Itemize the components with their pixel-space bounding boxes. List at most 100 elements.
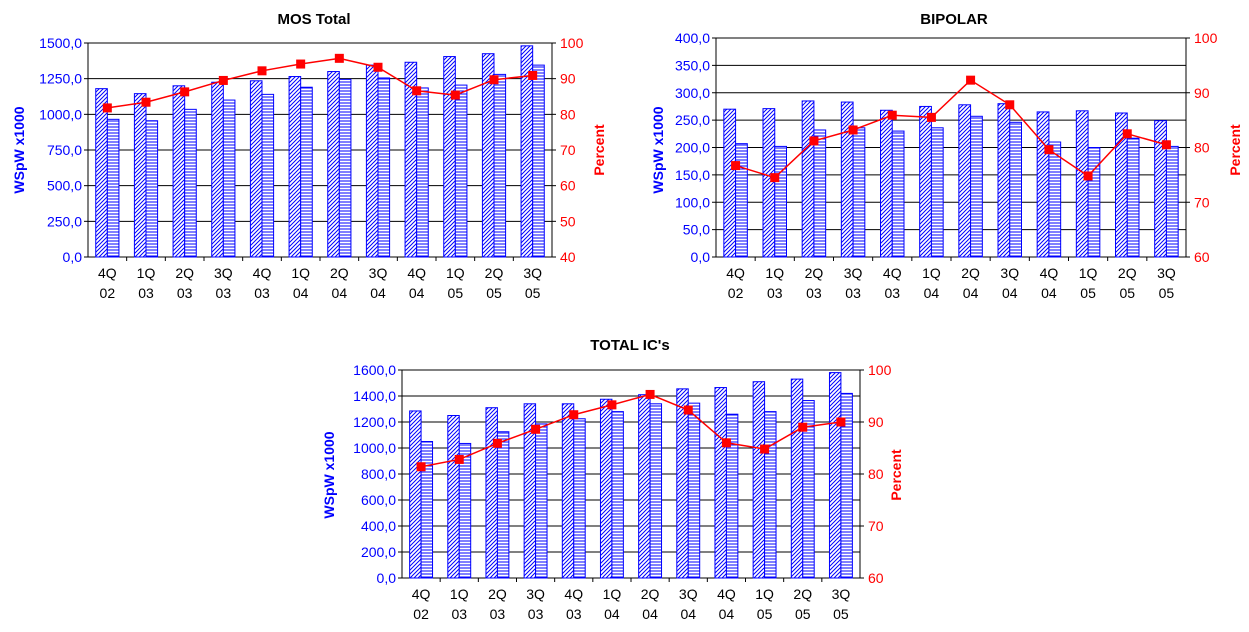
line-point (412, 86, 422, 96)
line-point (102, 103, 112, 113)
line-point (770, 173, 780, 183)
y-tick-label: 300,0 (675, 85, 710, 101)
x-tick-label: 05 (525, 285, 541, 301)
x-tick-label: 4Q (253, 265, 272, 281)
line-point (569, 410, 579, 420)
line-series-percent (107, 57, 533, 109)
x-tick-label: 2Q (485, 265, 504, 281)
y2-tick-label: 70 (868, 518, 884, 534)
x-tick-label: 04 (332, 285, 348, 301)
bar-series-1 (561, 403, 575, 579)
x-tick-label: 4Q (412, 586, 431, 602)
y2-tick-label: 100 (868, 362, 892, 378)
y-tick-label: 0,0 (691, 249, 711, 265)
bar-series-1 (919, 105, 932, 258)
x-tick-label: 1Q (291, 265, 310, 281)
x-tick-label: 03 (884, 285, 900, 301)
bar-series-2 (764, 411, 777, 579)
bar-series-2 (1165, 145, 1179, 258)
bar-series-2 (145, 120, 159, 258)
x-tick-label: 05 (795, 606, 811, 622)
bar-series-1 (288, 76, 302, 258)
line-point (373, 62, 383, 72)
line-point (257, 66, 267, 76)
x-tick-label: 05 (757, 606, 773, 622)
y-tick-label: 250,0 (47, 213, 82, 229)
bar-series-2 (496, 431, 510, 579)
y2-tick-label: 100 (560, 35, 584, 51)
x-tick-label: 02 (413, 606, 429, 622)
bar-series-1 (409, 410, 422, 579)
bar-series-1 (211, 81, 224, 258)
x-tick-label: 4Q (726, 265, 745, 281)
x-tick-label: 05 (1159, 285, 1175, 301)
line-point (683, 405, 693, 415)
bar-series-2 (813, 129, 827, 258)
bar-series-2 (1009, 121, 1022, 258)
bar-series-2 (377, 77, 391, 258)
bar-series-1 (997, 103, 1011, 258)
x-tick-label: 1Q (1079, 265, 1098, 281)
bar-series-2 (261, 93, 275, 258)
bar-series-1 (762, 108, 776, 258)
bar-series-1 (752, 381, 766, 579)
bar-series-2 (300, 86, 313, 258)
bar-series-2 (725, 413, 739, 579)
bar-series-1 (638, 394, 651, 579)
y-tick-label: 150,0 (675, 167, 710, 183)
x-tick-label: 04 (642, 606, 658, 622)
x-tick-label: 2Q (793, 586, 812, 602)
x-tick-label: 04 (963, 285, 979, 301)
y-tick-label: 1400,0 (353, 388, 396, 404)
bar-series-1 (133, 93, 147, 258)
x-tick-label: 03 (806, 285, 822, 301)
y-tick-label: 100,0 (675, 194, 710, 210)
chart-title: MOS Total (277, 11, 350, 28)
bar-series-1 (676, 388, 689, 579)
y-tick-label: 750,0 (47, 142, 82, 158)
line-point (218, 75, 228, 85)
bar-series-1 (840, 101, 854, 258)
line-point (887, 110, 897, 120)
x-tick-label: 4Q (564, 586, 583, 602)
x-tick-label: 4Q (717, 586, 736, 602)
y2-tick-label: 100 (1194, 30, 1218, 46)
x-tick-label: 04 (719, 606, 735, 622)
line-point (1122, 129, 1132, 139)
line-point (731, 161, 741, 171)
x-tick-label: 3Q (523, 265, 542, 281)
bar-series-2 (611, 411, 624, 579)
y-axis-label: WSpW x1000 (11, 106, 27, 193)
y-tick-label: 400,0 (675, 30, 710, 46)
x-tick-label: 3Q (526, 586, 545, 602)
line-point (645, 389, 655, 399)
x-tick-label: 1Q (755, 586, 774, 602)
y-tick-label: 400,0 (361, 518, 396, 534)
x-tick-label: 1Q (765, 265, 784, 281)
x-tick-label: 4Q (98, 265, 117, 281)
x-tick-label: 04 (680, 606, 696, 622)
bar-series-2 (416, 87, 429, 258)
bar-series-1 (95, 88, 108, 258)
bar-series-1 (327, 71, 340, 258)
y2-tick-label: 90 (868, 414, 884, 430)
bar-series-2 (930, 127, 944, 258)
x-tick-label: 2Q (175, 265, 194, 281)
bar-series-1 (1075, 110, 1089, 258)
x-tick-label: 3Q (369, 265, 388, 281)
bar-series-2 (891, 130, 905, 258)
bar-series-1 (880, 109, 893, 258)
line-point (334, 53, 344, 63)
bar-series-2 (458, 442, 472, 579)
y-tick-label: 1000,0 (353, 440, 396, 456)
bar-series-2 (735, 143, 748, 258)
line-point (836, 417, 846, 427)
y2-tick-label: 70 (1194, 194, 1210, 210)
x-tick-label: 4Q (1040, 265, 1059, 281)
x-tick-label: 3Q (679, 586, 698, 602)
line-point (1083, 171, 1093, 181)
y2-tick-label: 50 (560, 213, 576, 229)
y2-tick-label: 70 (560, 142, 576, 158)
x-tick-label: 05 (486, 285, 502, 301)
bar-series-1 (1036, 111, 1050, 258)
